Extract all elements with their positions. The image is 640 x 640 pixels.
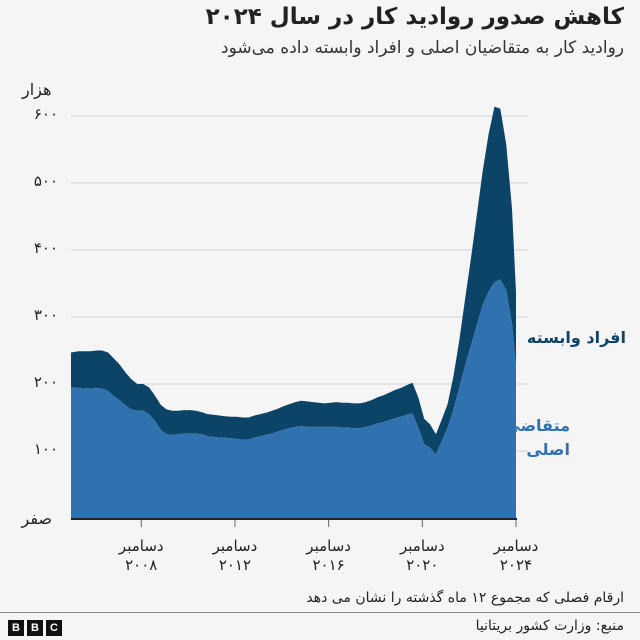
y-tick-label: صفر: [21, 509, 52, 528]
source-text: منبع: وزارت کشور بریتانیا: [475, 618, 624, 634]
area-main-applicant: [71, 279, 516, 518]
footer-divider: [0, 612, 640, 613]
legend-dependants: افراد وابسته: [527, 326, 626, 350]
bbc-logo-letter: B: [8, 620, 24, 636]
chart-title: کاهش صدور روادید کار در سال ۲۰۲۴: [205, 4, 624, 30]
bbc-logo: B B C: [8, 620, 62, 636]
y-tick-label: ۴۰۰: [33, 239, 58, 257]
legend-dependants-label: افراد وابسته: [526, 328, 626, 347]
y-tick-label: ۳۰۰: [33, 306, 58, 324]
area-dependants: [71, 106, 516, 455]
y-axis-unit: هزار: [22, 80, 52, 99]
y-tick-label: ۵۰۰: [33, 172, 58, 190]
legend-main-label-line1: متقاضی: [504, 416, 570, 435]
y-tick-label: ۲۰۰: [33, 373, 58, 391]
x-tick-label: دسامبر ۲۰۱۶: [306, 537, 351, 574]
legend-main-label-line2: اصلی: [526, 440, 570, 459]
y-tick-label: ۱۰۰: [33, 440, 58, 458]
bbc-logo-letter: B: [27, 620, 43, 636]
x-tick-label: دسامبر ۲۰۱۲: [212, 537, 258, 574]
legend-main-applicant: متقاضی اصلی: [504, 414, 570, 462]
y-tick-label: ۶۰۰: [33, 105, 58, 123]
x-tick-label: دسامبر ۲۰۰۸: [118, 537, 164, 574]
x-tick-label: دسامبر ۲۰۲۴: [493, 537, 539, 574]
chart-subtitle: روادید کار به متقاضیان اصلی و افراد وابس…: [221, 38, 624, 58]
footnote: ارقام فصلی که مجموع ۱۲ ماه گذشته را نشان…: [306, 590, 624, 606]
x-tick-label: دسامبر ۲۰۲۰: [399, 537, 445, 574]
bbc-logo-letter: C: [46, 620, 62, 636]
